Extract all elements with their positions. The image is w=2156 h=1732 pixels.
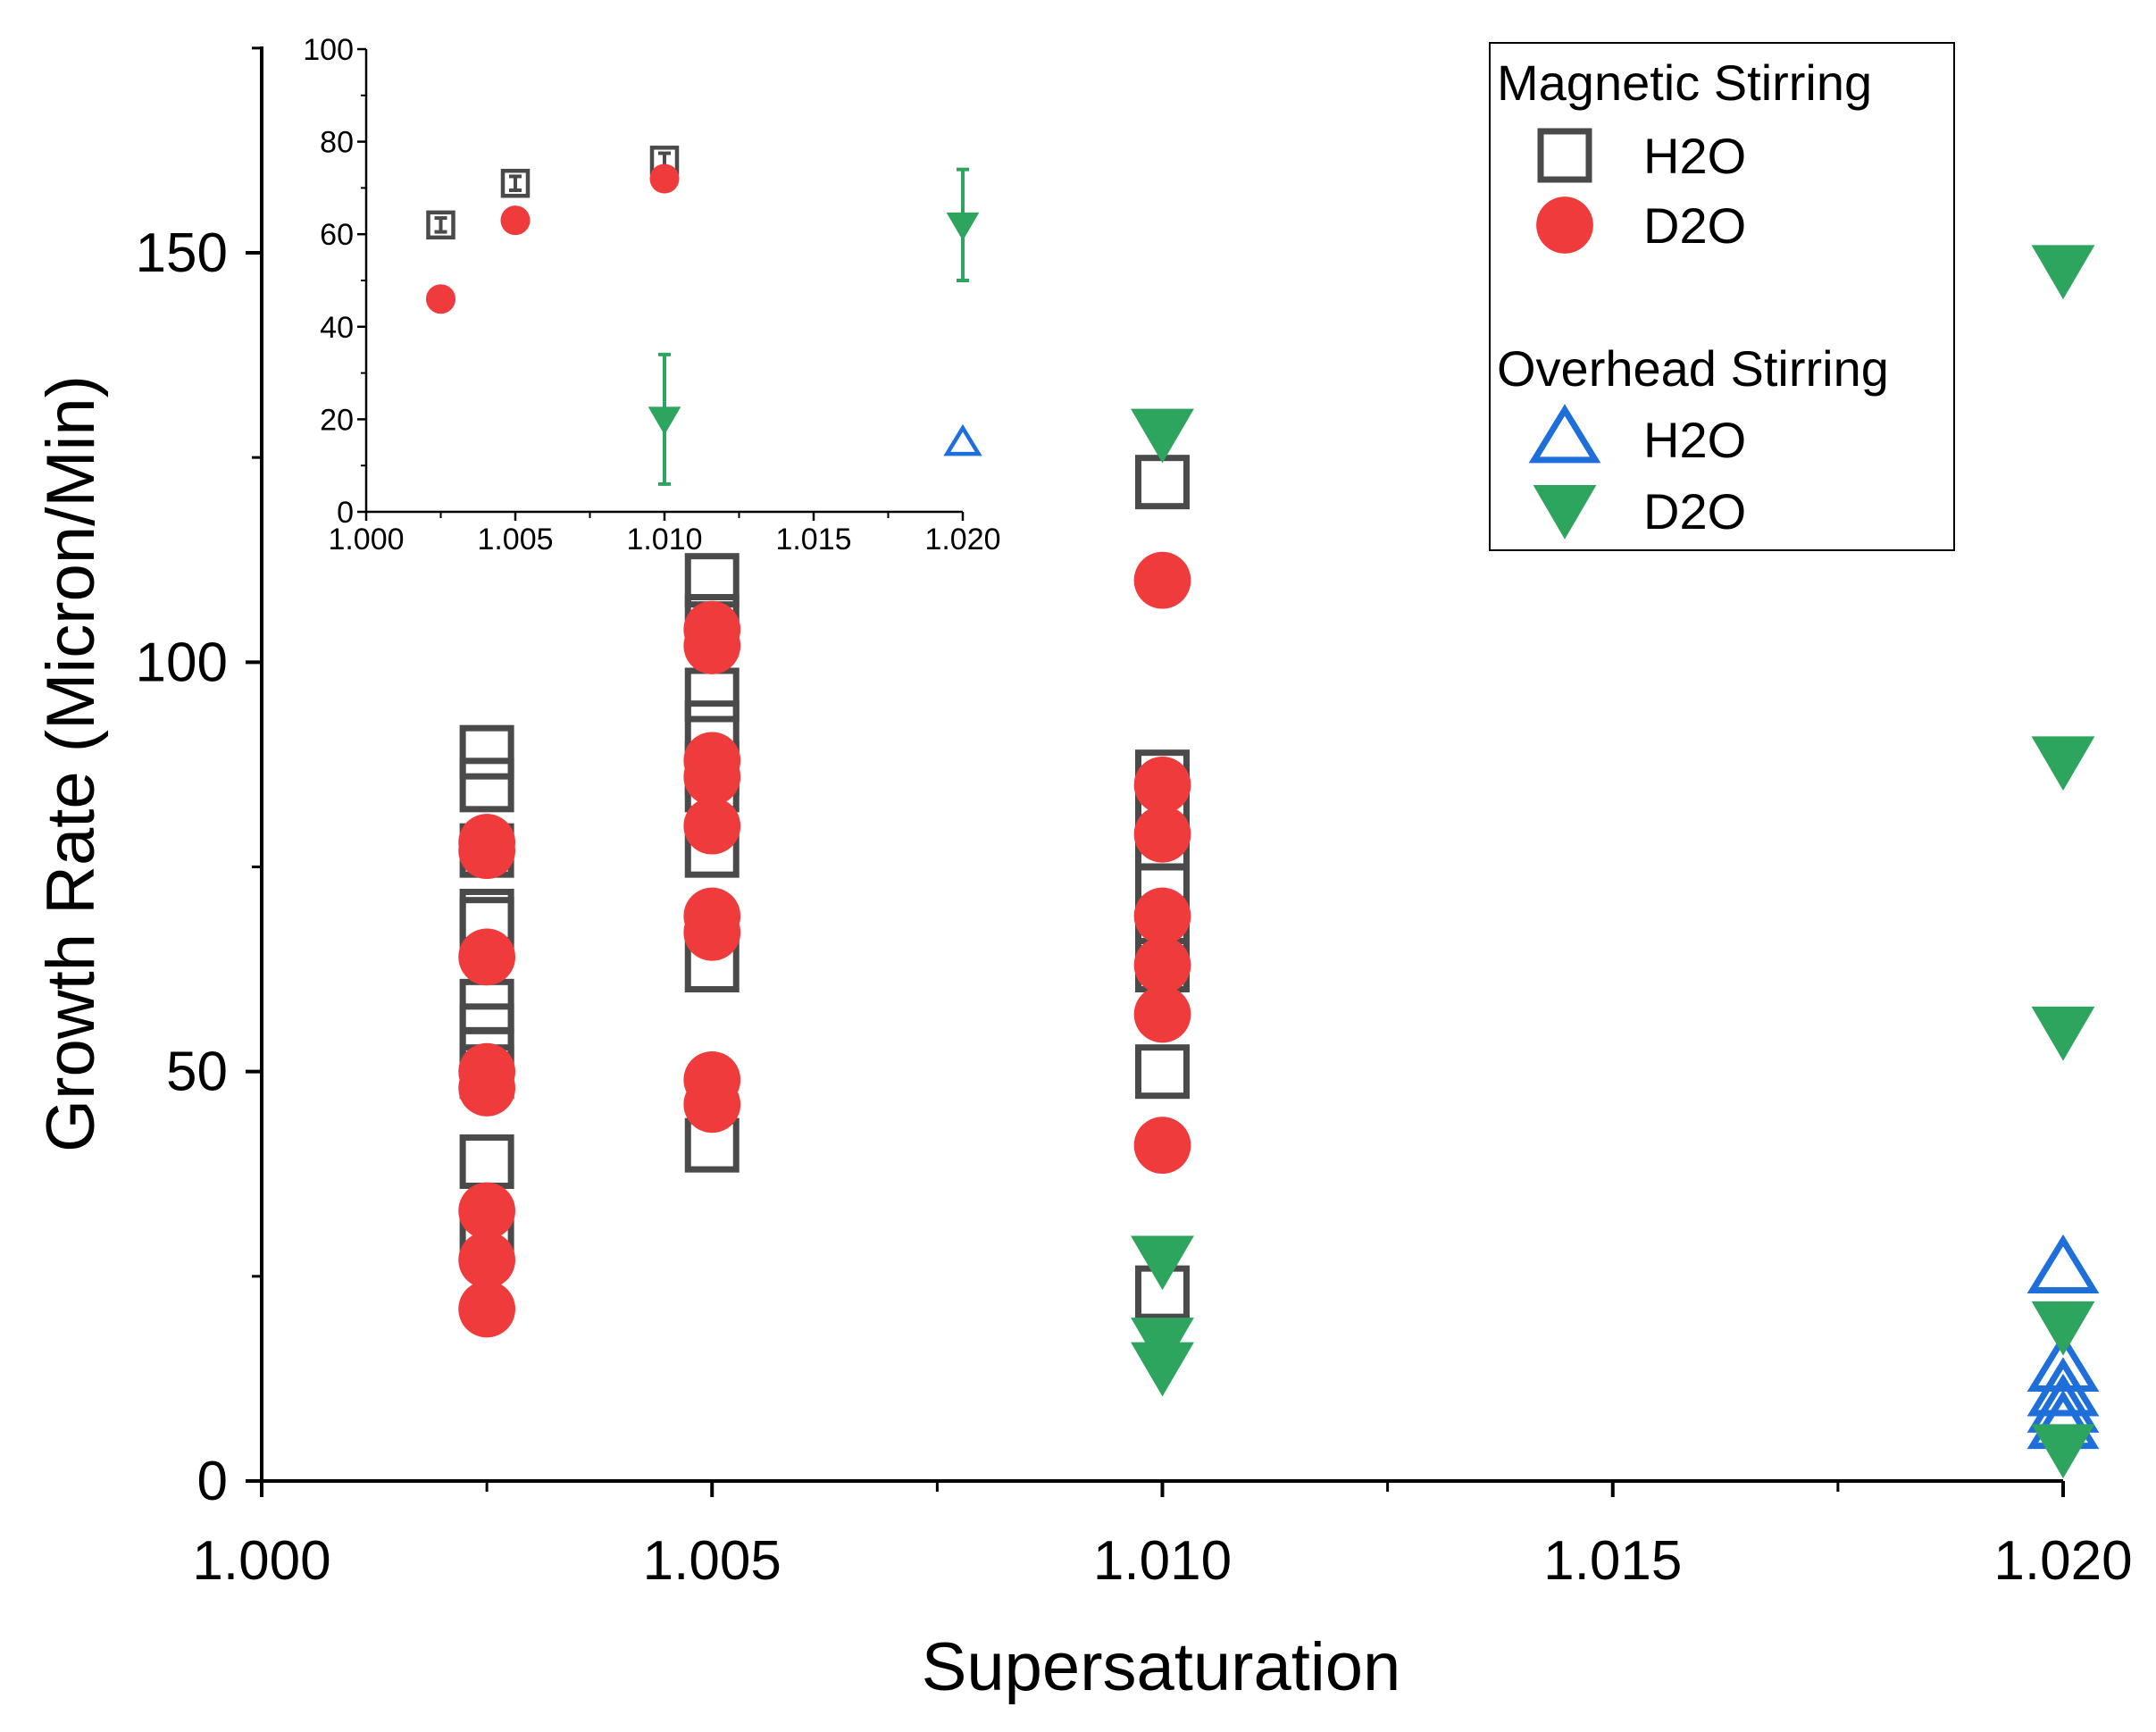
legend-entry-ovh-d2o: D2O xyxy=(1533,483,1746,540)
data-point-ovh_d2o xyxy=(2031,1301,2095,1356)
legend-marker-triangle-up-open xyxy=(1528,404,1601,464)
x-axis-label: Supersaturation xyxy=(922,1629,1401,1705)
legend-entry-label: D2O xyxy=(1643,197,1746,254)
data-point-mag_d2o xyxy=(458,928,515,986)
data-point-mag_d2o xyxy=(458,1182,515,1240)
data-point-mag_d2o xyxy=(683,903,741,961)
legend-entry-mag-d2o: D2O xyxy=(1536,197,1746,254)
x-tick-label: 1.010 xyxy=(1093,1530,1232,1592)
inset-y-tick-label: 40 xyxy=(320,311,354,345)
legend-marker-circle-filled xyxy=(1536,197,1593,254)
inset-x-tick-label: 1.010 xyxy=(626,523,702,556)
inset-y-tick-label: 60 xyxy=(320,218,354,252)
data-point-mag_h2o xyxy=(1135,1044,1190,1100)
legend-entry-label: D2O xyxy=(1643,483,1746,540)
y-tick-label: 150 xyxy=(136,222,228,284)
inset-plot-points xyxy=(425,146,982,486)
data-point-mag_d2o xyxy=(683,797,741,855)
x-tick-label: 1.005 xyxy=(643,1530,781,1592)
inset-x-ticks: 1.000 1.005 1.010 1.015 1.020 xyxy=(328,512,1001,556)
legend-entry-mag-h2o: H2O xyxy=(1537,128,1746,184)
data-point-ovh_d2o xyxy=(1131,408,1194,464)
y-tick-label: 100 xyxy=(136,632,228,693)
inset-error-bar-mag_h2o xyxy=(434,216,447,234)
legend-symbol xyxy=(1528,404,1601,464)
y-ticks: 0 50 100 150 xyxy=(136,46,262,1512)
data-point-ovh_d2o xyxy=(2031,1424,2095,1479)
inset-y-tick-label: 100 xyxy=(303,33,354,67)
inset-data-point-ovh_h2o xyxy=(943,423,982,456)
inset-data-point-mag_h2o xyxy=(426,210,455,240)
data-point-ovh_h2o xyxy=(2026,1357,2100,1417)
inset-data-point-mag_d2o xyxy=(649,163,680,194)
legend-box xyxy=(1489,42,1955,551)
data-point-mag_d2o xyxy=(1133,805,1191,863)
inset-error-bar-mag_h2o xyxy=(509,174,522,192)
data-point-mag_d2o xyxy=(1133,1117,1191,1175)
inset-data-point-ovh_d2o xyxy=(648,406,681,435)
x-tick-label: 1.015 xyxy=(1543,1530,1682,1592)
inset-y-tick-label: 80 xyxy=(320,126,354,160)
y-tick-label: 0 xyxy=(197,1451,228,1512)
x-ticks: 1.000 1.005 1.010 1.015 1.020 xyxy=(192,1481,2133,1592)
legend-group-title-overhead: Overhead Stirring xyxy=(1497,340,1889,397)
data-point-ovh_d2o xyxy=(2031,1006,2095,1061)
inset-y-tick-label: 0 xyxy=(337,496,354,530)
data-point-mag_d2o xyxy=(683,617,741,674)
x-tick-label: 1.000 xyxy=(192,1530,330,1592)
x-tick-label: 1.020 xyxy=(1993,1530,2132,1592)
y-axis-label: Growth Rate (Micron/Min) xyxy=(33,375,109,1152)
data-point-mag_d2o xyxy=(1133,887,1191,945)
legend-marker-triangle-down-filled xyxy=(1533,485,1597,540)
legend-symbol xyxy=(1537,128,1592,183)
legend: Magnetic Stirring H2O D2O Overhead Stirr… xyxy=(1489,42,1955,551)
inset-x-tick-label: 1.000 xyxy=(328,523,404,556)
data-point-mag_d2o xyxy=(1133,551,1191,609)
data-point-mag_d2o xyxy=(458,1280,515,1338)
main-plot-points xyxy=(458,245,2100,1479)
inset-y-tick-label: 20 xyxy=(320,403,354,437)
inset-x-tick-label: 1.020 xyxy=(924,523,1000,556)
y-tick-label: 50 xyxy=(166,1042,228,1103)
inset-data-point-mag_d2o xyxy=(425,284,456,314)
legend-marker-square-open xyxy=(1537,128,1592,183)
legend-symbol xyxy=(1533,485,1597,540)
data-point-mag_d2o xyxy=(458,1231,515,1289)
data-point-ovh_d2o xyxy=(1131,1342,1194,1397)
inset-data-point-ovh_d2o xyxy=(946,212,980,241)
legend-group-title-magnetic: Magnetic Stirring xyxy=(1497,54,1872,111)
main-axes: 1.000 1.005 1.010 1.015 1.020 0 50 100 150 Supe… xyxy=(33,46,2133,1705)
data-point-ovh_h2o xyxy=(2026,1332,2100,1393)
inset-data-point-mag_h2o xyxy=(500,168,531,198)
data-point-mag_d2o xyxy=(1133,936,1191,994)
inset-data-point-mag_d2o xyxy=(500,205,531,236)
data-point-mag_d2o xyxy=(458,822,515,880)
data-point-mag_d2o xyxy=(458,1059,515,1117)
legend-entry-label: H2O xyxy=(1643,128,1746,184)
data-point-mag_d2o xyxy=(1133,756,1191,814)
data-point-mag_d2o xyxy=(683,1075,741,1134)
data-point-mag_d2o xyxy=(1133,985,1191,1043)
legend-entry-label: H2O xyxy=(1643,412,1746,468)
data-point-mag_h2o xyxy=(459,724,514,780)
legend-symbol xyxy=(1536,197,1593,254)
data-point-ovh_h2o xyxy=(2026,1234,2100,1294)
legend-entry-ovh-h2o: H2O xyxy=(1528,404,1746,468)
inset-x-tick-label: 1.015 xyxy=(775,523,851,556)
data-point-ovh_d2o xyxy=(2031,736,2095,791)
data-point-mag_h2o xyxy=(459,757,514,813)
inset-x-tick-label: 1.005 xyxy=(477,523,553,556)
data-point-ovh_d2o xyxy=(1131,1235,1194,1291)
inset-y-ticks: 0 20 40 60 80 100 xyxy=(303,33,366,530)
data-point-ovh_d2o xyxy=(2031,245,2095,300)
inset-chart: 1.000 1.005 1.010 1.015 1.020 0 20 40 60 80 100 xyxy=(303,33,1000,556)
data-point-mag_d2o xyxy=(683,748,741,806)
